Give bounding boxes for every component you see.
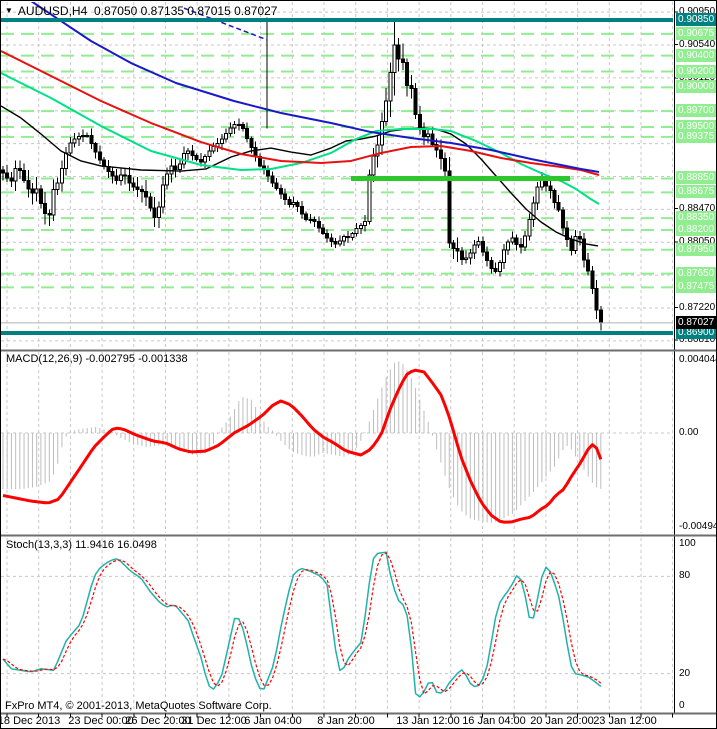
price-level-badge: 0.90675 [676,26,716,40]
stoch-label: Stoch(13,3,3) 11.9416 16.0498 [6,539,157,551]
time-tick-label: 20 Jan 20:00 [530,715,594,727]
macd-label: MACD(12,26,9) -0.002795 -0.001338 [6,353,188,365]
macd-pane [1,352,673,533]
price-tick-label: 0.88050 [679,235,716,247]
price-level-badge: 0.89500 [676,119,716,133]
time-tick-label: 18 Dec 2013 [0,715,61,727]
level-lines [1,18,673,335]
stoch-pane [1,538,673,712]
price-level-badge: 0.90000 [676,80,716,94]
price-tick-label: 0.87220 [679,301,716,313]
price-tick-label: 0.86810 [679,334,716,346]
macd-min-label: -0.004945 [679,521,716,532]
stoch-tick-label: 100 [679,538,696,549]
price-level-badge: 0.88350 [676,211,716,225]
macd-zero-label: 0.00 [679,427,699,438]
time-tick-label: 16 Jan 04:00 [462,715,526,727]
macd-max-label: 0.004044 [679,354,717,365]
time-tick-label: 6 Jan 04:00 [244,715,302,727]
time-tick-label: 31 Dec 12:00 [181,715,247,727]
price-level-badge: 0.88675 [676,185,716,199]
price-tick-label: 0.90950 [679,6,716,18]
collapse-icon[interactable]: ▼ [5,6,13,15]
price-level-badge: 0.88850 [676,171,716,185]
stoch-tick-label: 80 [679,570,691,582]
price-level-badge: 0.87950 [676,242,716,256]
time-tick-label: 23 Dec 00:00 [68,715,134,727]
time-tick-label: 23 Jan 12:00 [593,715,657,727]
price-level-badge-teal: 0.90850 [676,13,716,26]
price-level-badge: 0.89700 [676,104,716,118]
time-tick-label: 26 Dec 20:00 [125,715,191,727]
price-level-badge: 0.87650 [676,266,716,280]
candlesticks [1,17,603,331]
support-resistance-lines [1,32,673,289]
price-level-badge: 0.87475 [676,280,716,294]
copyright-label: FxPro MT4, © 2001-2013, MetaQuotes Softw… [5,700,272,712]
ohlc-values: 0.87050 0.87135 0.87015 0.87027 [93,4,278,18]
price-level-badge: 0.90400 [676,48,716,62]
symbol-period-label: AUDUSD,H4 [17,4,88,18]
stoch-tick-label: 20 [679,667,691,679]
price-level-badge: 0.89375 [676,129,716,143]
price-pane-grid [1,2,673,349]
price-level-badge: 0.90200 [676,64,716,78]
price-level-badge-teal: 0.86900 [676,325,716,339]
time-tick-label: 13 Jan 12:00 [396,715,460,727]
stoch-tick-label: 0 [679,700,685,711]
time-tick-label: 8 Jan 20:00 [317,715,375,727]
price-tick-label: 0.88470 [679,202,716,214]
price-level-badge: 0.88200 [676,222,716,236]
price-tick-label: 0.90540 [679,38,716,50]
chart-title: ▼ AUDUSD,H4 0.87050 0.87135 0.87015 0.870… [5,4,277,18]
current-price-badge: 0.87027 [676,315,716,329]
